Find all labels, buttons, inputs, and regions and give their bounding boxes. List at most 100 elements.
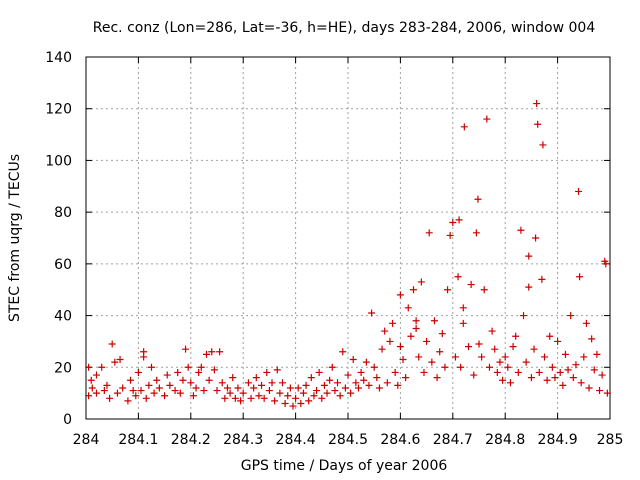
data-point bbox=[334, 379, 342, 387]
data-point bbox=[576, 273, 584, 281]
data-point bbox=[134, 368, 142, 376]
data-point bbox=[504, 363, 512, 371]
data-point bbox=[499, 376, 507, 384]
y-tick-label: 60 bbox=[54, 257, 72, 273]
data-point bbox=[284, 392, 292, 400]
data-point bbox=[344, 371, 352, 379]
data-point bbox=[525, 283, 533, 291]
x-tick-label: 284.2 bbox=[171, 432, 211, 448]
data-point bbox=[394, 381, 402, 389]
data-point bbox=[378, 345, 386, 353]
data-point bbox=[145, 381, 153, 389]
data-point bbox=[281, 399, 289, 407]
data-point bbox=[226, 389, 234, 397]
data-point bbox=[514, 368, 522, 376]
y-axis-ticks: 0 20 40 60 80 100 120 140 bbox=[45, 50, 610, 428]
data-point bbox=[223, 384, 231, 392]
data-point bbox=[210, 366, 218, 374]
x-axis-ticks: 284 284.1 284.2 284.3 284.4 284.5 284.6 284.7 28… bbox=[73, 57, 623, 448]
data-point bbox=[381, 327, 389, 335]
data-point bbox=[410, 286, 417, 294]
data-point bbox=[153, 376, 161, 384]
data-point bbox=[561, 350, 569, 358]
data-point bbox=[425, 229, 433, 237]
data-point bbox=[108, 340, 116, 348]
data-point bbox=[451, 353, 459, 361]
data-point bbox=[548, 363, 556, 371]
data-point bbox=[389, 319, 397, 327]
data-point bbox=[313, 387, 321, 395]
data-point bbox=[417, 278, 425, 286]
data-point bbox=[569, 374, 577, 382]
y-tick-label: 140 bbox=[45, 50, 72, 66]
x-tick-label: 284.5 bbox=[328, 432, 368, 448]
data-point bbox=[155, 384, 163, 392]
data-point bbox=[575, 187, 583, 195]
data-point bbox=[231, 394, 239, 402]
data-point bbox=[347, 389, 355, 397]
data-point bbox=[163, 371, 171, 379]
x-tick-label: 284.6 bbox=[380, 432, 420, 448]
data-point bbox=[441, 363, 449, 371]
data-point bbox=[142, 394, 150, 402]
data-point bbox=[368, 309, 376, 317]
data-point bbox=[148, 363, 155, 371]
data-point bbox=[588, 335, 596, 343]
data-point bbox=[140, 348, 148, 356]
data-point bbox=[310, 392, 318, 400]
data-point bbox=[208, 348, 216, 356]
data-point bbox=[532, 234, 540, 242]
data-points bbox=[85, 100, 611, 410]
data-point bbox=[506, 379, 514, 387]
data-point bbox=[289, 402, 297, 410]
data-point bbox=[192, 384, 200, 392]
data-point bbox=[478, 353, 486, 361]
data-point bbox=[174, 368, 182, 376]
chart-title: Rec. conz (Lon=286, Lat=-36, h=HE), days… bbox=[93, 20, 596, 36]
data-point bbox=[119, 384, 127, 392]
data-point bbox=[472, 229, 480, 237]
data-point bbox=[546, 332, 554, 340]
data-point bbox=[449, 218, 457, 226]
data-point bbox=[197, 363, 205, 371]
data-point bbox=[375, 384, 383, 392]
data-point bbox=[229, 374, 237, 382]
data-point bbox=[522, 358, 530, 366]
data-point bbox=[428, 358, 436, 366]
data-point bbox=[559, 381, 567, 389]
data-point bbox=[460, 123, 468, 131]
data-point bbox=[485, 363, 493, 371]
data-point bbox=[404, 304, 412, 312]
data-point bbox=[286, 384, 294, 392]
data-point bbox=[582, 319, 590, 327]
data-point bbox=[218, 379, 226, 387]
data-point bbox=[85, 363, 93, 371]
data-point bbox=[320, 381, 328, 389]
data-point bbox=[360, 376, 368, 384]
data-point bbox=[292, 394, 300, 402]
data-point bbox=[187, 379, 195, 387]
data-point bbox=[239, 389, 247, 397]
data-point bbox=[491, 345, 499, 353]
data-point bbox=[430, 317, 438, 325]
data-point bbox=[362, 358, 370, 366]
x-tick-label: 284.1 bbox=[118, 432, 158, 448]
x-tick-label: 284.7 bbox=[433, 432, 473, 448]
data-point bbox=[106, 394, 114, 402]
data-point bbox=[87, 376, 95, 384]
data-point bbox=[534, 120, 542, 128]
data-point bbox=[512, 332, 520, 340]
data-point bbox=[517, 226, 525, 234]
data-point bbox=[315, 368, 323, 376]
data-point bbox=[113, 389, 121, 397]
data-point bbox=[420, 368, 428, 376]
data-point bbox=[116, 356, 124, 364]
data-point bbox=[92, 371, 100, 379]
data-point bbox=[237, 397, 245, 405]
data-point bbox=[455, 216, 463, 224]
data-point bbox=[252, 374, 260, 382]
data-point bbox=[593, 350, 601, 358]
data-point bbox=[171, 387, 179, 395]
y-tick-label: 20 bbox=[54, 360, 72, 376]
x-tick-label: 284.3 bbox=[223, 432, 263, 448]
